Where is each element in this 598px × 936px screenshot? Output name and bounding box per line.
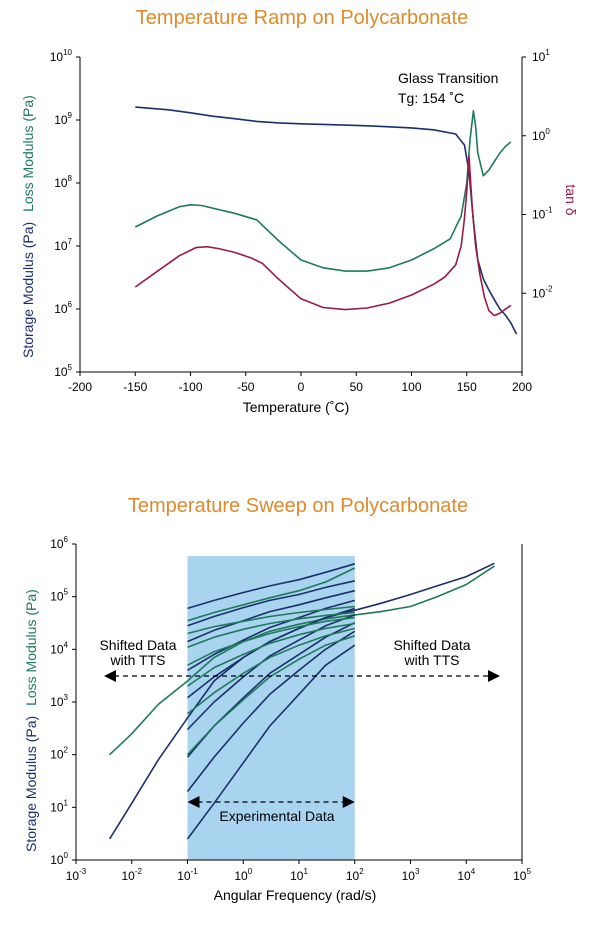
chart2-title: Temperature Sweep on Polycarbonate bbox=[128, 495, 468, 517]
chart1-y2-tick-label: 101 bbox=[532, 48, 550, 64]
chart2-y-tick-label: 104 bbox=[50, 640, 68, 656]
chart2-y-axis-label-storage: Storage Modulus (Pa) bbox=[23, 716, 39, 852]
chart1-x-axis-label: Temperature (˚C) bbox=[243, 399, 350, 415]
chart2-series-loss bbox=[187, 567, 356, 622]
chart1-x-tick-label: 50 bbox=[350, 380, 364, 394]
chart2-series-storage bbox=[186, 644, 356, 840]
svg-text:Storage Modulus (Pa) Los: Storage Modulus (Pa) Loss Modulus (Pa) bbox=[20, 95, 36, 358]
glass-transition-label: Glass Transition bbox=[398, 70, 498, 86]
chart2-series-storage bbox=[187, 580, 355, 627]
chart1-x-tick-label: -150 bbox=[123, 380, 147, 394]
exp-arrowhead-right bbox=[342, 796, 355, 808]
chart1-y-tick-label: 1010 bbox=[50, 48, 73, 64]
chart2-x-tick-label: 103 bbox=[402, 867, 420, 883]
arrowhead-right bbox=[488, 670, 500, 682]
chart2-series-loss bbox=[109, 565, 495, 756]
chart2-y-tick-label: 106 bbox=[50, 535, 68, 551]
chart2-series-loss bbox=[187, 627, 355, 715]
chart2-y-tick-label: 100 bbox=[50, 851, 68, 867]
chart2-x-tick-label: 10-1 bbox=[177, 867, 198, 883]
chart1-y2-tick-label: 100 bbox=[532, 127, 550, 143]
chart2-series-storage bbox=[186, 630, 356, 792]
chart1-x-tick-label: 200 bbox=[512, 380, 532, 394]
chart2-x-tick-label: 100 bbox=[234, 867, 252, 883]
chart1-y-axis-label-storage: Storage Modulus (Pa) bbox=[20, 222, 36, 358]
chart2-series-loss bbox=[187, 605, 355, 635]
chart2-series-storage bbox=[187, 563, 356, 610]
chart1-x-tick-label: 100 bbox=[401, 380, 421, 394]
svg-text:Storage Modulus (Pa) Los: Storage Modulus (Pa) Loss Modulus (Pa) bbox=[23, 589, 39, 852]
shifted-left-line2: with TTS bbox=[110, 652, 166, 668]
chart1-y-axis-label-loss: Loss Modulus (Pa) bbox=[20, 95, 36, 212]
chart2-y-axis-label-loss: Loss Modulus (Pa) bbox=[23, 589, 39, 706]
chart1-y-tick-label: 105 bbox=[54, 363, 72, 379]
chart2-series-loss bbox=[187, 611, 355, 648]
arrowhead-left bbox=[104, 670, 116, 682]
chart1-y-tick-label: 109 bbox=[54, 111, 72, 127]
chart1-x-tick-label: 0 bbox=[298, 380, 305, 394]
chart1-y2-axis-label: tan δ bbox=[563, 184, 579, 215]
chart2-x-tick-label: 104 bbox=[457, 867, 475, 883]
chart1-x-tick-label: -50 bbox=[237, 380, 255, 394]
chart2-y-tick-label: 102 bbox=[50, 746, 68, 762]
chart2-x-tick-label: 10-2 bbox=[122, 867, 143, 883]
chart1-series-tan bbox=[134, 155, 512, 317]
chart1-y2-tick-label: 10-2 bbox=[532, 284, 553, 300]
chart2-x-tick-label: 102 bbox=[346, 867, 364, 883]
chart2-series-storage bbox=[187, 607, 356, 699]
chart1-y-tick-label: 107 bbox=[54, 237, 72, 253]
chart2-series-loss bbox=[187, 616, 355, 666]
chart1-y2-tick-label: 10-1 bbox=[532, 206, 553, 222]
chart1-x-tick-label: -200 bbox=[68, 380, 92, 394]
chart1-title: Temperature Ramp on Polycarbonate bbox=[136, 7, 468, 29]
chart2-y-tick-label: 105 bbox=[50, 588, 68, 604]
chart1-series-loss bbox=[134, 110, 512, 272]
exp-arrowhead-left bbox=[187, 796, 200, 808]
chart1-y-tick-label: 108 bbox=[54, 174, 72, 190]
chart1-x-tick-label: -100 bbox=[178, 380, 202, 394]
chart1-x-tick-label: 150 bbox=[457, 380, 477, 394]
chart2-series-storage bbox=[186, 614, 356, 731]
shifted-right-line1: Shifted Data bbox=[393, 637, 470, 653]
experimental-data-label: Experimental Data bbox=[219, 808, 334, 824]
chart2-y-tick-label: 103 bbox=[50, 693, 68, 709]
chart2-x-tick-label: 101 bbox=[290, 867, 308, 883]
tg-value-label: Tg: 154 ˚C bbox=[398, 90, 464, 106]
shifted-right-line2: with TTS bbox=[404, 652, 460, 668]
chart2-x-tick-label: 10-3 bbox=[66, 867, 87, 883]
experimental-band bbox=[187, 556, 355, 860]
chart1-y-tick-label: 106 bbox=[54, 300, 72, 316]
chart2-y-tick-label: 101 bbox=[50, 798, 68, 814]
chart2-x-axis-label: Angular Frequency (rad/s) bbox=[214, 887, 377, 903]
chart2-series-storage bbox=[187, 589, 355, 643]
chart1-series-storage bbox=[135, 106, 518, 335]
chart2-series-loss bbox=[186, 635, 356, 756]
shifted-left-line1: Shifted Data bbox=[99, 637, 176, 653]
chart2-series-storage bbox=[187, 599, 356, 671]
chart2-series-loss bbox=[187, 622, 355, 687]
chart2-x-tick-label: 105 bbox=[513, 867, 531, 883]
